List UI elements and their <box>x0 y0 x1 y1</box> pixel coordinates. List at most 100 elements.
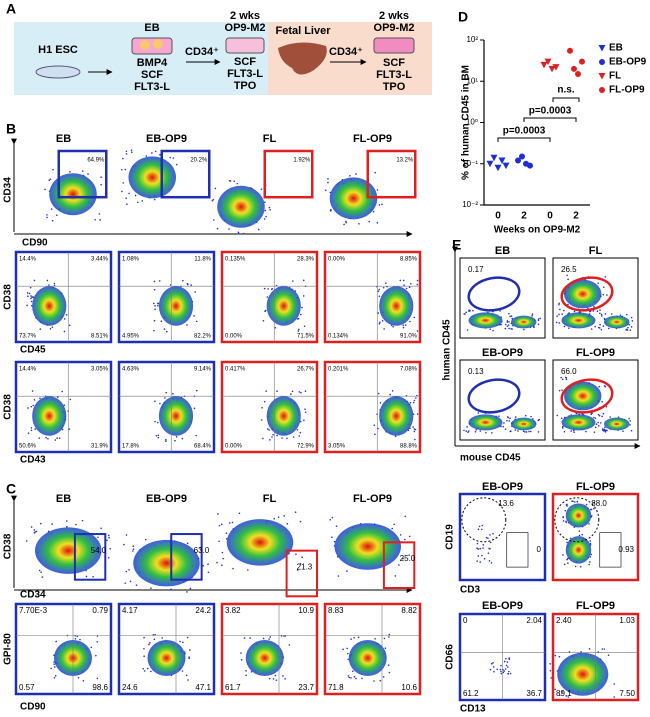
event <box>378 295 381 298</box>
plot-frame <box>117 602 216 696</box>
event <box>333 540 336 543</box>
event <box>153 638 156 641</box>
plot-frame <box>323 250 422 344</box>
event <box>573 431 575 434</box>
event <box>267 288 269 290</box>
event <box>132 545 135 547</box>
event <box>510 315 513 318</box>
quadrant-value: 7.08% <box>400 367 418 373</box>
event <box>408 535 411 538</box>
event <box>29 286 32 289</box>
event <box>53 284 56 287</box>
event <box>148 643 150 646</box>
gate <box>263 149 314 199</box>
event <box>590 515 593 517</box>
event <box>558 655 561 658</box>
gate-value: 26.5 <box>561 265 577 274</box>
panel-label: E <box>452 237 461 253</box>
column-title: FL <box>263 493 277 505</box>
event <box>195 389 198 392</box>
event <box>347 675 350 677</box>
event <box>568 327 570 329</box>
event <box>602 412 605 415</box>
event <box>510 327 512 330</box>
event <box>629 329 632 331</box>
event <box>562 520 565 522</box>
gate-value: 20.2% <box>190 158 208 164</box>
event <box>485 431 487 434</box>
event <box>394 435 397 438</box>
event <box>358 222 360 225</box>
event <box>531 315 533 317</box>
event <box>597 421 599 424</box>
event <box>558 389 561 392</box>
event <box>561 389 563 391</box>
event <box>500 672 503 675</box>
event <box>607 654 610 656</box>
event <box>496 668 498 671</box>
point <box>494 164 502 172</box>
quadrant-value: 8.51% <box>91 334 109 340</box>
event <box>240 652 242 654</box>
event <box>30 295 32 297</box>
event <box>125 150 128 153</box>
event <box>188 656 190 658</box>
quadrant-value: 68.4% <box>194 444 212 450</box>
plot-frame <box>14 602 113 696</box>
dish <box>373 37 415 54</box>
event <box>269 208 271 211</box>
event <box>394 575 397 577</box>
event <box>153 280 156 283</box>
event <box>404 538 406 541</box>
event <box>95 654 97 657</box>
event <box>195 434 197 437</box>
density <box>468 414 503 431</box>
annotation: p=0.0003 <box>529 106 572 117</box>
column-title: EB-OP9 <box>146 133 187 145</box>
event <box>509 430 512 433</box>
event <box>361 677 363 680</box>
event <box>345 220 347 223</box>
event <box>571 500 573 502</box>
quadrant-value: 14.4% <box>19 257 37 263</box>
event <box>377 290 380 292</box>
event <box>472 309 474 312</box>
quadrant-value: 2.40 <box>556 616 572 625</box>
quadrant-value: 0.00% <box>328 257 346 263</box>
event <box>160 320 163 323</box>
event <box>79 638 81 641</box>
event <box>373 424 376 427</box>
quadrant-value: 23.7 <box>298 683 314 692</box>
event <box>324 189 327 192</box>
quadrant-value: 17.8% <box>122 444 140 450</box>
event <box>272 433 274 436</box>
event <box>479 561 482 563</box>
event <box>218 524 221 527</box>
event <box>352 670 354 673</box>
plot-frame <box>552 359 639 441</box>
event <box>589 540 592 542</box>
event <box>478 525 481 528</box>
event <box>277 516 280 518</box>
event <box>589 555 592 558</box>
event <box>135 584 138 586</box>
event <box>631 320 634 322</box>
event <box>149 642 151 644</box>
event <box>216 561 218 564</box>
event <box>172 157 175 159</box>
event <box>30 297 32 300</box>
quadrant-value: 61.2 <box>463 689 479 698</box>
event <box>489 541 492 544</box>
event <box>301 306 303 309</box>
event <box>53 676 56 679</box>
event <box>374 171 376 174</box>
event <box>353 636 355 639</box>
event <box>561 427 564 429</box>
column-title: FL-OP9 <box>353 133 392 145</box>
event <box>276 434 278 437</box>
event <box>291 390 294 393</box>
factor: TPO <box>383 81 406 93</box>
factor: SCF <box>141 69 163 81</box>
step: 2 wks <box>230 10 260 22</box>
event <box>158 280 161 282</box>
